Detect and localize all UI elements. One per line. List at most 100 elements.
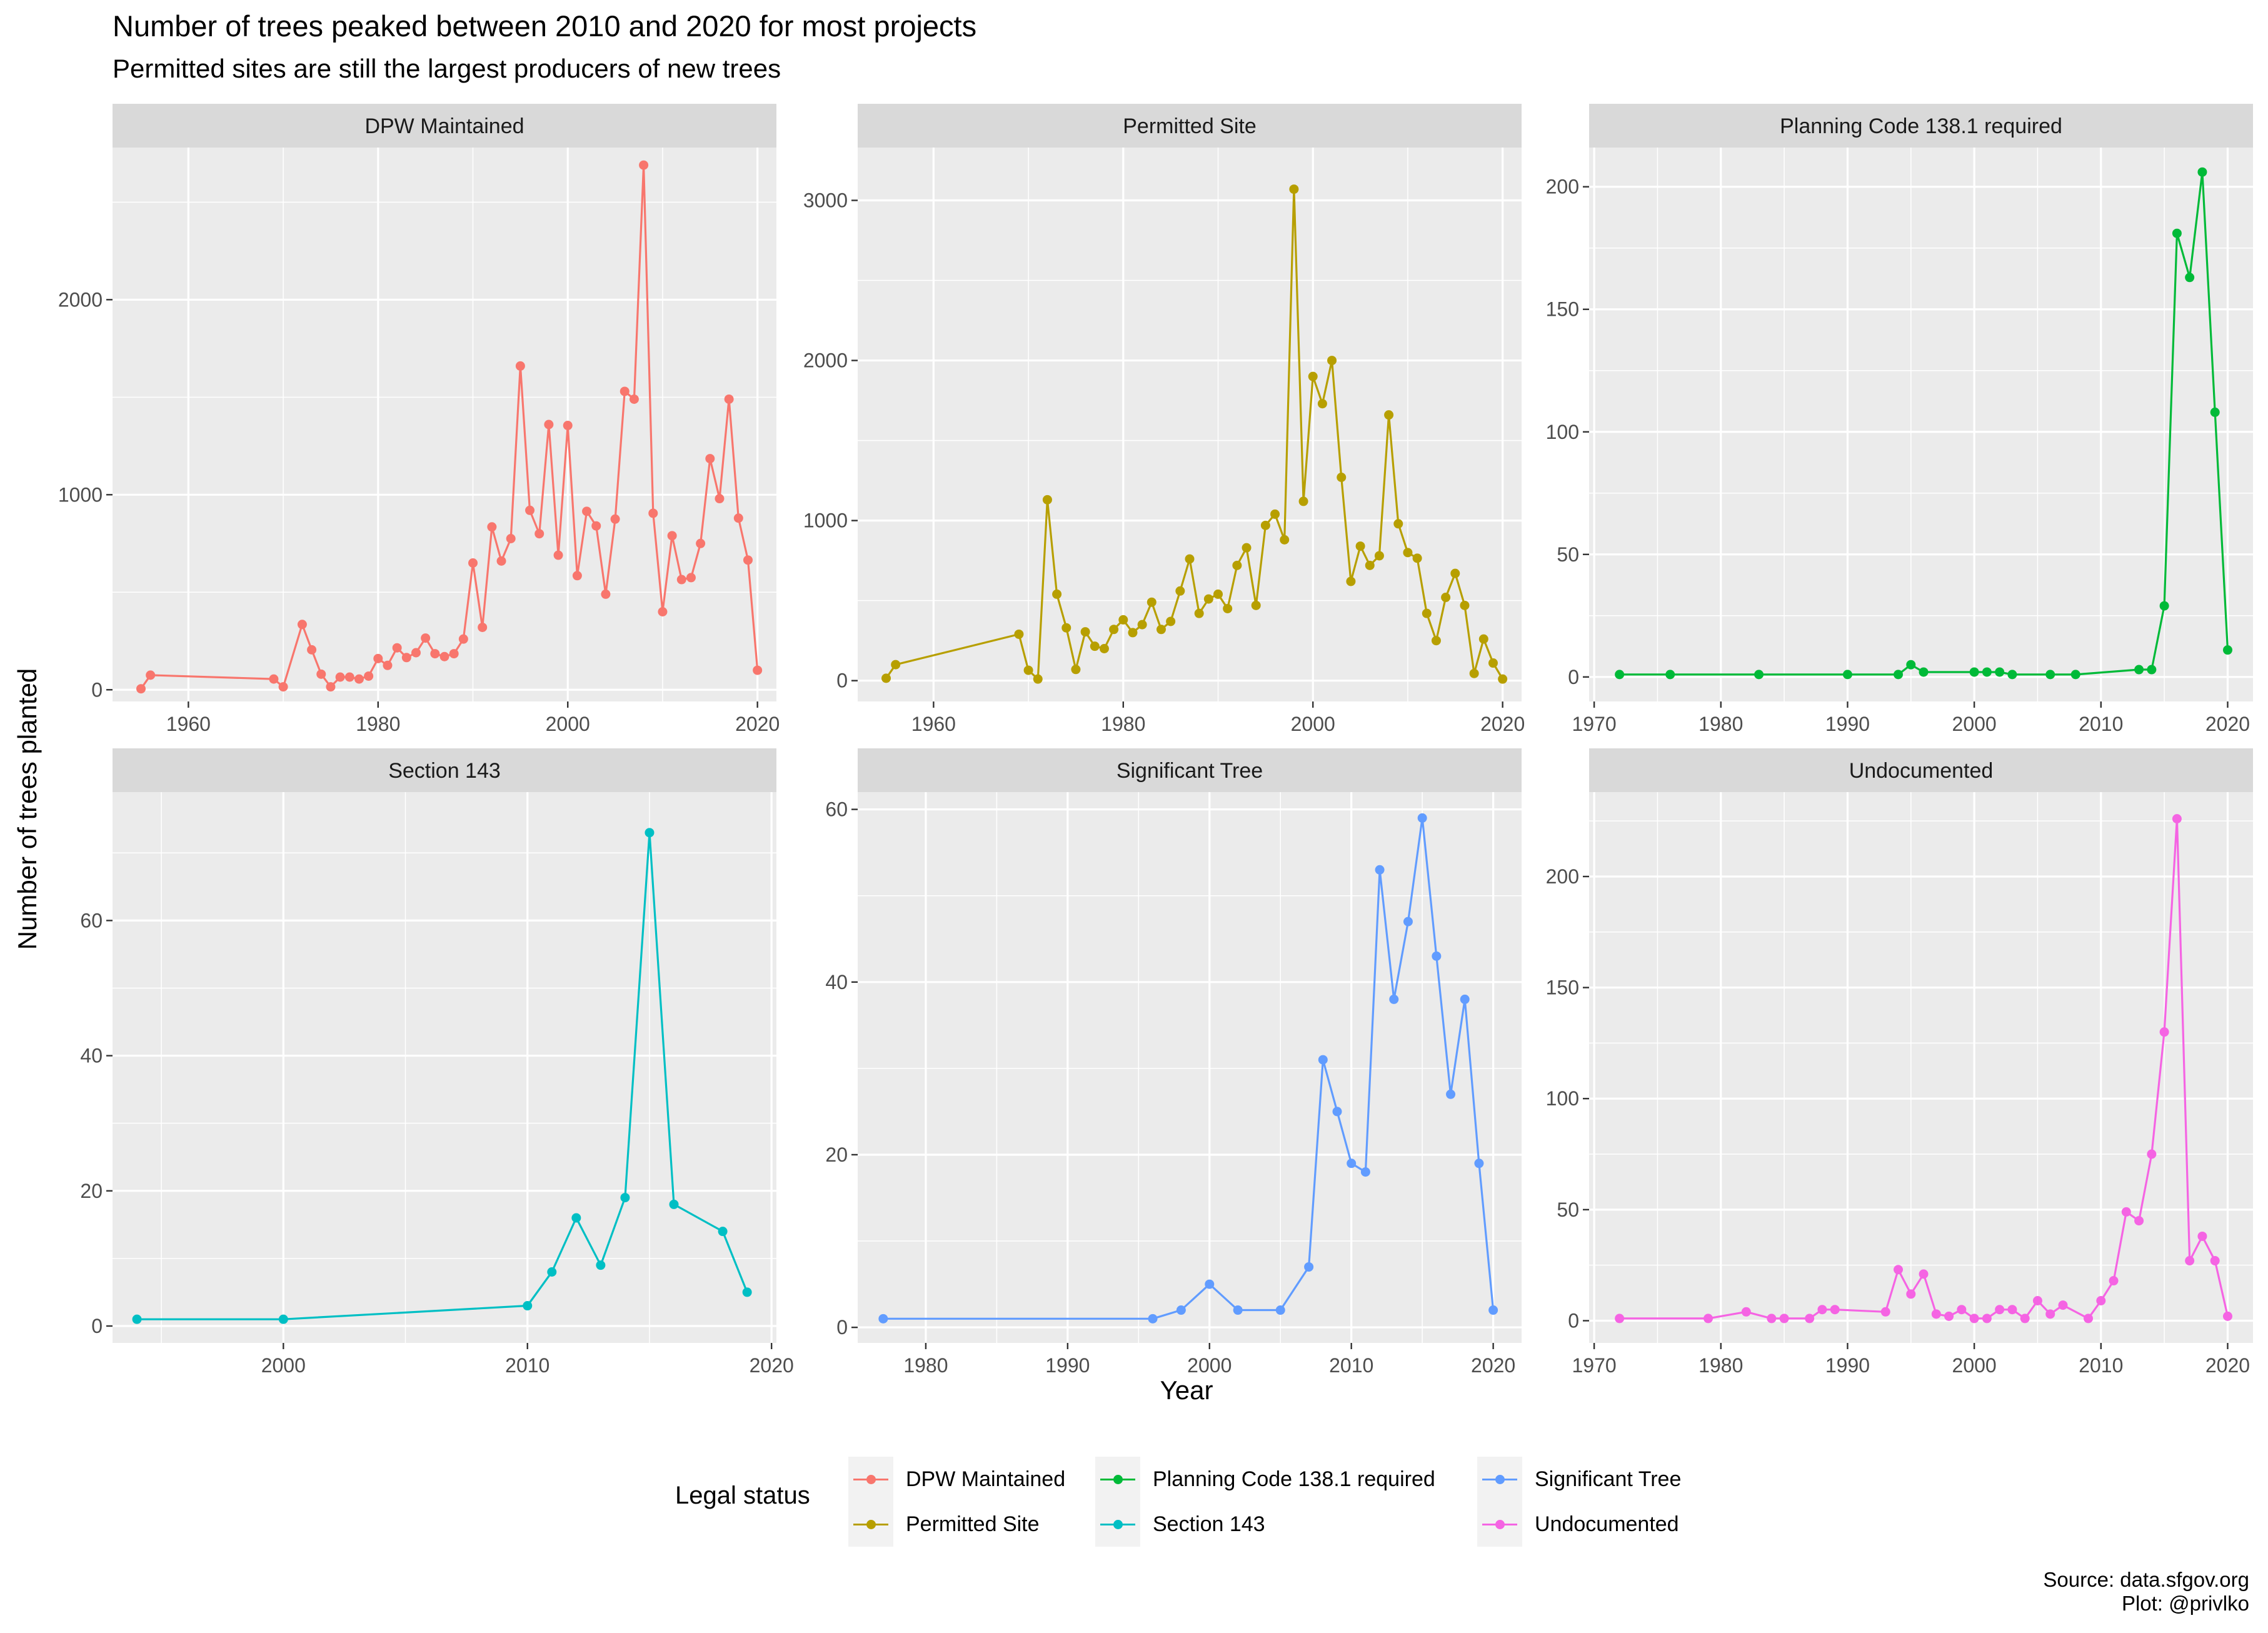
x-tick-label: 2000 (261, 1354, 306, 1377)
data-point (364, 671, 374, 681)
data-point (648, 508, 658, 518)
facet-strip-label: Permitted Site (1123, 114, 1257, 138)
data-point (715, 494, 725, 504)
data-point (1944, 1311, 1954, 1321)
y-tick-label: 50 (1557, 1198, 1579, 1221)
data-point (401, 653, 411, 663)
y-tick-label: 150 (1546, 977, 1579, 999)
data-point (1327, 356, 1337, 366)
series-line (885, 188, 1504, 680)
x-tick-label: 2020 (750, 1354, 794, 1377)
data-point (534, 529, 544, 539)
data-point (724, 394, 734, 404)
data-point (601, 589, 611, 599)
data-point (1346, 576, 1356, 586)
data-point (878, 1314, 888, 1324)
data-point (891, 660, 901, 670)
data-point (571, 1213, 581, 1223)
legend-key (1477, 1457, 1522, 1502)
data-point (1280, 535, 1290, 545)
data-point (2058, 1300, 2068, 1310)
y-tick-label: 60 (825, 798, 848, 821)
legend-label: Section 143 (1153, 1512, 1265, 1536)
data-point (667, 531, 677, 541)
data-point (1450, 568, 1460, 578)
data-point (1147, 597, 1157, 607)
y-tick-label: 0 (836, 670, 848, 692)
legend-item: DPW Maintained (848, 1457, 1065, 1502)
data-point (2070, 670, 2080, 680)
y-tick-label: 40 (80, 1045, 103, 1067)
legend-item: Planning Code 138.1 required (1095, 1457, 1435, 1502)
data-point (1052, 589, 1062, 599)
data-point (269, 674, 279, 684)
data-point (1205, 1279, 1215, 1289)
y-tick-label: 20 (80, 1180, 103, 1202)
data-point (1805, 1314, 1815, 1324)
data-point (411, 648, 421, 658)
data-point (1919, 667, 1929, 677)
legend-key-point (1113, 1520, 1123, 1529)
data-point (1148, 1314, 1158, 1324)
facet-strip-label: DPW Maintained (364, 114, 524, 138)
data-point (1919, 1269, 1929, 1279)
facet-panel: Significant Tree 1980 1990 2000 2010 2020 0 20 4… (825, 748, 1522, 1377)
data-point (439, 651, 449, 661)
data-point (591, 521, 601, 531)
data-point (1289, 184, 1299, 194)
data-point (620, 1193, 630, 1203)
data-point (743, 555, 753, 565)
x-tick-label: 1990 (1825, 1354, 1870, 1377)
data-point (563, 421, 573, 431)
data-point (2147, 665, 2157, 675)
x-tick-label: 2020 (1471, 1354, 1515, 1377)
y-tick-label: 1000 (58, 483, 103, 506)
data-point (392, 643, 402, 653)
legend-key (848, 1502, 893, 1547)
y-tick-label: 0 (91, 678, 103, 701)
data-point (553, 550, 563, 560)
source-line: Source: data.sfgov.org (2043, 1568, 2249, 1591)
x-tick-label: 2000 (1952, 713, 1997, 735)
y-tick-label: 50 (1557, 543, 1579, 566)
data-point (1251, 600, 1261, 610)
legend-label: Significant Tree (1535, 1467, 1682, 1491)
data-point (1969, 667, 1979, 677)
x-tick-label: 2000 (546, 713, 590, 735)
data-point (742, 1287, 752, 1297)
data-point (1275, 1305, 1285, 1315)
data-point (547, 1267, 557, 1277)
facet-strip (858, 748, 1522, 792)
data-point (572, 571, 582, 581)
facet-panel: Section 143 2000 2010 2020 0 20 40 60 (80, 748, 794, 1377)
data-point (2084, 1314, 2094, 1324)
data-point (1023, 665, 1033, 675)
data-point (2172, 228, 2182, 238)
data-point (705, 454, 715, 464)
x-tick-label: 1990 (1825, 713, 1870, 735)
data-point (686, 573, 696, 583)
data-point (1128, 628, 1138, 638)
data-point (2185, 1256, 2195, 1266)
data-point (1460, 994, 1470, 1004)
data-point (1995, 667, 2005, 677)
data-point (1080, 627, 1090, 637)
panel-background (113, 792, 776, 1343)
panel-background (1589, 148, 2253, 701)
data-point (1304, 1262, 1314, 1272)
data-point (1061, 623, 1071, 633)
data-point (307, 645, 317, 655)
legend-key (1477, 1502, 1522, 1547)
x-tick-label: 2000 (1187, 1354, 1232, 1377)
data-point (1460, 600, 1470, 610)
data-point (515, 361, 525, 371)
data-point (2134, 1216, 2144, 1226)
data-point (1118, 615, 1128, 625)
data-point (1894, 670, 1904, 680)
legend-item: Section 143 (1095, 1502, 1265, 1547)
data-point (1260, 520, 1270, 530)
data-point (1347, 1158, 1357, 1168)
data-point (2134, 665, 2144, 675)
x-tick-label: 2020 (1480, 713, 1525, 735)
